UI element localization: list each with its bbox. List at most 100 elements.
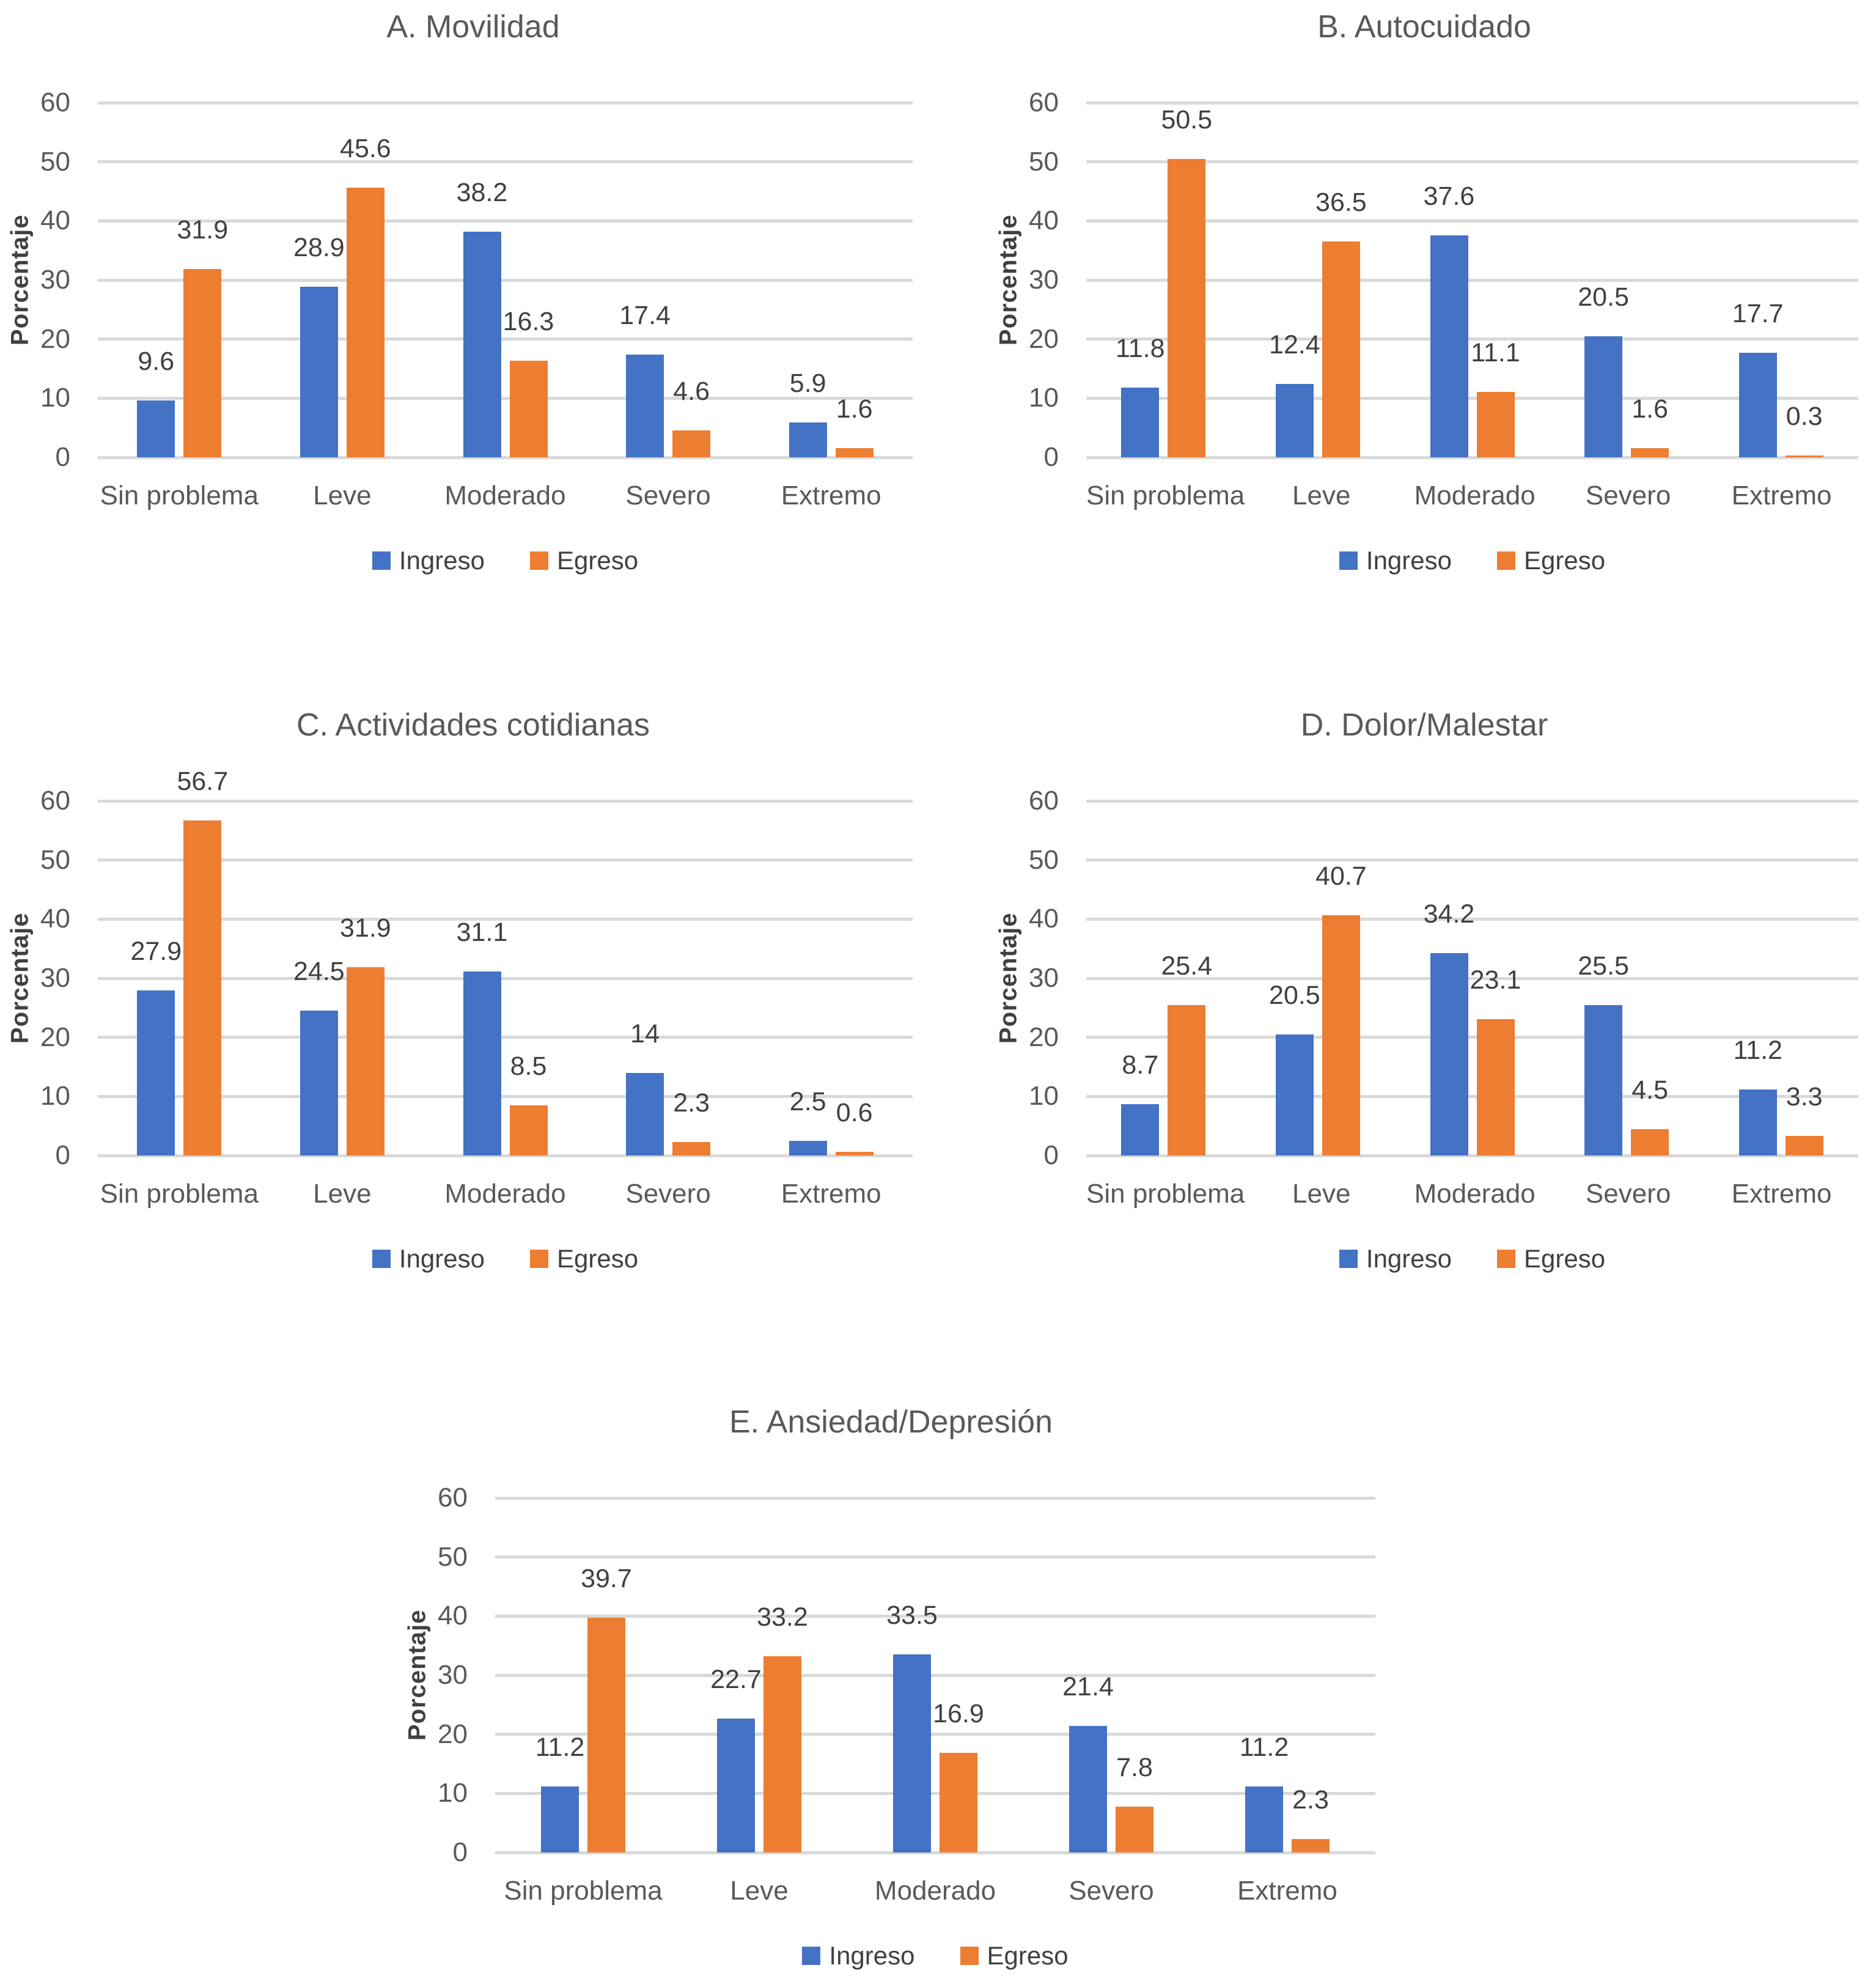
x-category-label: Severo (1585, 481, 1671, 511)
plot-area: 11.8 50.5 12.4 36.5 37.6 11.1 20.5 1.6 17.7 0.3 (1086, 101, 1858, 459)
x-category-label: Leve (313, 1179, 372, 1209)
value-label: 16.3 (502, 307, 554, 337)
value-label: 3.3 (1786, 1082, 1823, 1112)
bar-egreso (346, 967, 384, 1156)
y-tick-label: 60 (40, 786, 70, 816)
x-category-label: Extremo (1731, 481, 1832, 511)
y-tick-label: 40 (438, 1601, 468, 1631)
y-tick-label: 60 (438, 1483, 468, 1513)
value-label: 0.3 (1786, 402, 1823, 432)
x-category-label: Severo (1069, 1876, 1154, 1906)
legend-label: Ingreso (399, 1244, 485, 1273)
gridline (495, 1496, 1375, 1500)
legend-egreso: Egreso (530, 546, 638, 575)
bar-ingreso (300, 286, 338, 457)
value-label: 34.2 (1423, 899, 1475, 929)
chart-title: C. Actividades cotidianas (296, 707, 650, 743)
x-category-label: Sin problema (100, 1179, 259, 1209)
x-axis-labels: Sin problema Leve Moderado Severo Extremo (1086, 481, 1858, 511)
x-category-label: Extremo (1237, 1876, 1337, 1906)
gridline (495, 1733, 1375, 1736)
bar-egreso (1785, 1136, 1823, 1156)
legend-label: Egreso (557, 1244, 639, 1273)
gridline (98, 337, 913, 341)
value-label: 14 (630, 1019, 660, 1049)
bar-ingreso (1584, 1005, 1623, 1156)
x-category-label: Sin problema (100, 481, 259, 511)
bar-ingreso (1069, 1726, 1107, 1852)
bar-egreso (183, 820, 222, 1156)
y-tick-label: 60 (1029, 87, 1059, 117)
legend-egreso: Egreso (1497, 1244, 1605, 1274)
value-label: 20.5 (1578, 282, 1629, 312)
bar-egreso (183, 268, 222, 457)
legend-swatch-ingreso (372, 551, 391, 570)
legend: Ingreso Egreso (98, 1244, 913, 1274)
y-tick-label: 10 (1029, 1081, 1059, 1111)
y-tick-label: 30 (40, 963, 70, 993)
gridline (1086, 858, 1858, 862)
legend-swatch-egreso (1497, 551, 1515, 570)
value-label: 27.9 (130, 937, 182, 967)
bar-ingreso (137, 990, 175, 1156)
bar-egreso (835, 1152, 874, 1156)
y-tick-label: 0 (55, 1140, 70, 1170)
x-category-label: Moderado (1414, 481, 1536, 511)
x-axis-labels: Sin problema Leve Moderado Severo Extremo (1086, 1179, 1858, 1209)
bar-egreso (1168, 1005, 1206, 1156)
bar-egreso (346, 188, 384, 457)
x-axis-labels: Sin problema Leve Moderado Severo Extremo (98, 1179, 913, 1209)
x-category-label: Moderado (444, 481, 566, 511)
legend-swatch-egreso (530, 551, 548, 570)
legend: Ingreso Egreso (98, 546, 913, 575)
legend: Ingreso Egreso (1086, 546, 1858, 575)
value-label: 50.5 (1161, 105, 1213, 135)
legend-ingreso: Ingreso (802, 1941, 915, 1970)
legend-egreso: Egreso (960, 1941, 1069, 1970)
gridline (98, 858, 913, 862)
y-tick-label: 20 (1029, 1022, 1059, 1052)
bar-egreso (509, 361, 548, 457)
legend-label: Egreso (557, 546, 639, 575)
gridline (495, 1851, 1375, 1854)
chart-title: A. Movilidad (386, 9, 560, 45)
legend-swatch-ingreso (1339, 1250, 1358, 1268)
value-label: 37.6 (1423, 181, 1475, 211)
bar-ingreso (1121, 387, 1160, 457)
bar-ingreso (626, 1072, 664, 1156)
y-tick-label: 20 (438, 1719, 468, 1749)
legend-swatch-egreso (530, 1250, 548, 1268)
value-label: 24.5 (293, 957, 345, 987)
gridline (1086, 396, 1858, 400)
value-label: 25.5 (1578, 951, 1629, 981)
value-label: 31.1 (456, 918, 508, 948)
x-category-label: Leve (730, 1876, 789, 1906)
y-tick-label: 40 (1029, 205, 1059, 236)
y-tick-label: 10 (40, 383, 70, 413)
value-label: 16.9 (933, 1698, 984, 1728)
value-label: 56.7 (177, 766, 229, 796)
x-category-label: Extremo (1731, 1179, 1832, 1209)
gridline (1086, 1094, 1858, 1098)
plot-area: 8.7 25.4 20.5 40.7 34.2 23.1 25.5 4.5 11.2 3.3 (1086, 799, 1858, 1157)
y-tick-label: 20 (40, 323, 70, 354)
gridline (1086, 219, 1858, 223)
value-label: 28.9 (293, 232, 345, 262)
gridline (98, 917, 913, 921)
x-category-label: Extremo (781, 481, 881, 511)
y-tick-label: 60 (40, 87, 70, 117)
value-label: 11.8 (1116, 333, 1165, 363)
y-tick-label: 50 (1029, 844, 1059, 875)
x-category-label: Sin problema (1086, 481, 1245, 511)
bar-ingreso (789, 1140, 827, 1156)
x-category-label: Severo (1585, 1179, 1671, 1209)
x-category-label: Extremo (781, 1179, 881, 1209)
legend-label: Ingreso (829, 1941, 915, 1970)
y-tick-label: 30 (438, 1660, 468, 1690)
legend-swatch-ingreso (802, 1947, 821, 1965)
value-label: 9.6 (138, 347, 175, 377)
value-label: 38.2 (456, 177, 508, 207)
legend-label: Ingreso (1366, 546, 1452, 575)
value-label: 11.1 (1471, 337, 1520, 367)
bar-ingreso (137, 400, 175, 457)
